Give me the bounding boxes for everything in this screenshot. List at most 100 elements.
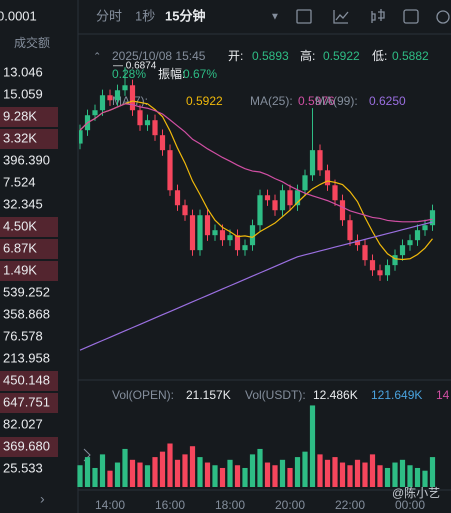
candle-body (414, 230, 421, 241)
volume-bar (234, 465, 241, 487)
watermark: @陈小艺 (392, 485, 440, 500)
candle-body (257, 195, 263, 226)
volume-bar (287, 467, 293, 487)
candle-body (362, 245, 368, 261)
amount: 369.680 (3, 438, 50, 453)
amount: 396.390 (3, 152, 50, 167)
precision[interactable]: 0.0001 (0, 8, 37, 23)
candle-body (369, 260, 376, 271)
info-amplitude: 0.67% (183, 67, 217, 81)
volume-bar (272, 465, 278, 487)
amount: 6.87K (3, 240, 37, 255)
volume-bar (354, 459, 361, 487)
volume-bar (99, 454, 106, 487)
candle-body (114, 90, 121, 101)
info-amplitude-label: 振幅: (158, 66, 185, 81)
vol-value: 14 (436, 388, 450, 402)
candle-body (152, 120, 158, 136)
volume-bar (144, 465, 151, 487)
info-high: 0.5922 (323, 49, 360, 63)
volume-bar (264, 462, 271, 487)
volume-bar (197, 457, 203, 487)
interval-tab[interactable]: 分时 (96, 8, 122, 23)
volume-bar (302, 451, 308, 487)
candle-body (174, 190, 181, 206)
amount: 3.32K (3, 130, 37, 145)
candle-body (407, 240, 413, 246)
candle-body (144, 120, 151, 126)
amount: 76.578 (3, 328, 43, 343)
ma-value: 0.5922 (186, 94, 223, 108)
candle-body (399, 245, 406, 256)
dropdown-arrow[interactable]: ▼ (270, 12, 280, 23)
row-highlight (0, 261, 58, 281)
x-tick-label: 20:00 (275, 498, 305, 512)
volume-bar (422, 470, 428, 487)
volume-bar (212, 465, 218, 487)
volume-bar (429, 457, 436, 487)
amount: 539.252 (3, 284, 50, 299)
amount: 32.345 (3, 196, 43, 211)
candle-body (137, 110, 143, 126)
icon[interactable] (371, 9, 385, 23)
volume-bar (317, 454, 323, 487)
volume-bar (414, 467, 421, 487)
info-high-label: 高: (300, 48, 315, 63)
candle-body (332, 185, 338, 201)
volume-bar (174, 459, 181, 487)
amount: 25.533 (3, 460, 43, 475)
amount: 82.027 (3, 416, 43, 431)
volume-bar (84, 457, 91, 487)
candle-body (272, 200, 278, 211)
amount: 9.28K (3, 108, 37, 123)
volume-bar (309, 405, 316, 487)
info-low-label: 低: (372, 49, 387, 63)
amount: 1.49K (3, 262, 37, 277)
icon[interactable] (436, 10, 450, 24)
candle-body (429, 210, 436, 226)
row-highlight (0, 239, 58, 259)
info-max-label: — 0.6874 (113, 61, 157, 72)
toolbar-icons (296, 9, 450, 24)
icon[interactable] (296, 9, 312, 24)
candle-body (242, 245, 248, 251)
ma-value: 0.6250 (369, 94, 406, 108)
collapse-icon[interactable]: ⌃ (93, 52, 101, 63)
ma7-line (79, 100, 433, 261)
candle-body (422, 225, 428, 231)
candle-body (392, 255, 398, 266)
candle-body (317, 150, 323, 171)
volume-bar (182, 454, 188, 487)
volume-bar (249, 454, 256, 487)
volume-bar (242, 467, 248, 487)
ma-label: MA(25): (250, 94, 293, 108)
interval-tab[interactable]: 15分钟 (165, 8, 205, 23)
amount: 213.958 (3, 350, 50, 365)
amount: 647.751 (3, 394, 50, 409)
volume-bar (122, 448, 128, 487)
chevron[interactable]: › (40, 491, 45, 507)
volume-bar (257, 448, 263, 487)
amount: 15.059 (3, 86, 43, 101)
candle-body (227, 235, 233, 241)
candle-body (384, 265, 391, 276)
row-highlight (0, 107, 58, 127)
icon[interactable] (403, 9, 419, 24)
volume-bar (399, 459, 406, 487)
info-low: 0.5882 (392, 49, 429, 63)
amount: 4.50K (3, 218, 37, 233)
volume-bar (219, 467, 226, 487)
row-highlight (0, 129, 58, 149)
volume-bar (369, 454, 376, 487)
candle-body (107, 95, 113, 101)
interval-tab[interactable]: 1秒 (135, 8, 155, 23)
volume-bar (189, 446, 196, 487)
amount: 358.868 (3, 306, 50, 321)
candle-body (167, 150, 173, 191)
icon[interactable] (333, 10, 349, 24)
volume-bar (347, 465, 353, 487)
candle-body (204, 215, 211, 236)
